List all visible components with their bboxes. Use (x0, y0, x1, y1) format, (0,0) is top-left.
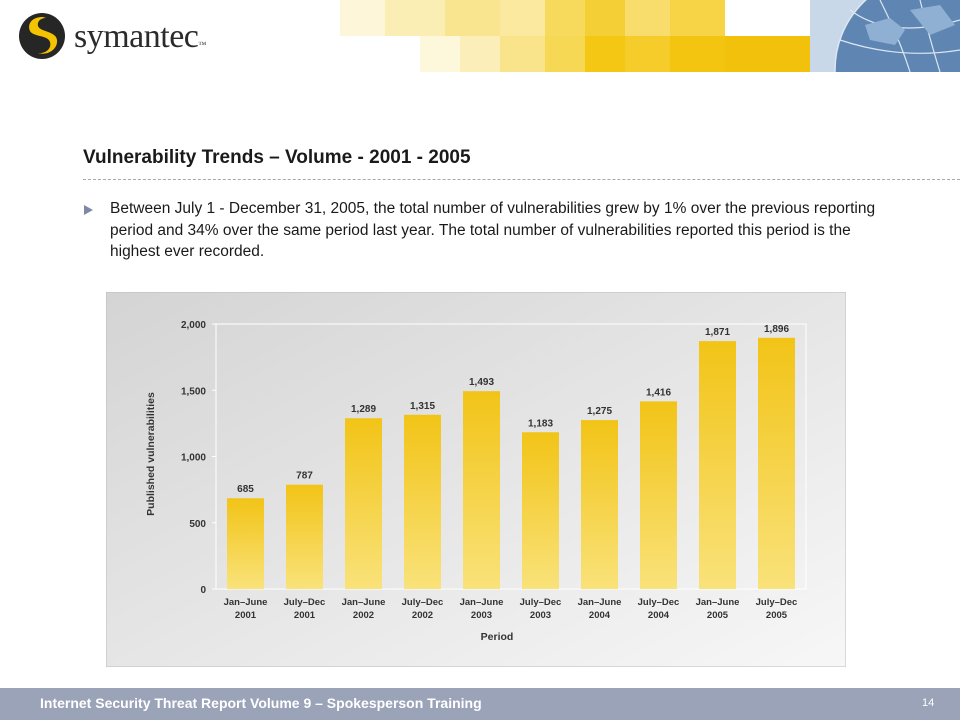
x-tick-label-year: 2005 (707, 610, 729, 621)
y-tick-label: 2,000 (181, 320, 206, 331)
slide-title: Vulnerability Trends – Volume - 2001 - 2… (83, 147, 471, 168)
x-tick-label-year: 2003 (471, 610, 492, 621)
symantec-logo-icon (19, 13, 65, 59)
x-tick-label-year: 2004 (648, 610, 670, 621)
x-tick-label-period: Jan–June (224, 597, 268, 608)
bar-value-label: 1,493 (469, 377, 494, 388)
page-number: 14 (922, 697, 935, 709)
x-tick-label-period: July–Dec (402, 597, 444, 608)
bar-value-label: 1,183 (528, 418, 553, 429)
bar-value-label: 685 (237, 484, 254, 495)
x-tick-label-year: 2002 (412, 610, 433, 621)
bullet-arrow-icon (84, 205, 93, 215)
bar (404, 414, 441, 589)
x-tick-label-period: Jan–June (578, 597, 622, 608)
x-tick-label-period: Jan–June (460, 597, 504, 608)
bar-value-label: 1,896 (764, 324, 789, 335)
x-tick-label-period: July–Dec (756, 597, 798, 608)
x-tick-label-period: July–Dec (638, 597, 680, 608)
y-tick-label: 1,000 (181, 453, 206, 464)
footer-bar: Internet Security Threat Report Volume 9… (0, 688, 960, 720)
bullet-text: Between July 1 - December 31, 2005, the … (110, 200, 876, 260)
bar (699, 341, 736, 589)
bar (463, 391, 500, 589)
bar (581, 420, 618, 589)
vulnerability-bar-chart: 0 500 1,000 1,500 2,000 685 Jan–June 2001 787 Jul… (106, 292, 846, 667)
x-tick-label-period: July–Dec (520, 597, 562, 608)
bar-value-label: 1,275 (587, 406, 612, 417)
x-tick-label-year: 2001 (235, 610, 257, 621)
globe-image (810, 0, 960, 72)
x-tick-label-year: 2003 (530, 610, 551, 621)
bar (227, 498, 264, 589)
x-tick-label-year: 2002 (353, 610, 374, 621)
x-tick-label-year: 2004 (589, 610, 611, 621)
x-tick-label-year: 2005 (766, 610, 788, 621)
decorative-tiles (340, 0, 810, 72)
slide-header: symantec™ (0, 0, 960, 75)
bar-value-label: 787 (296, 471, 313, 482)
x-tick-label-year: 2001 (294, 610, 316, 621)
footer-text: Internet Security Threat Report Volume 9… (40, 695, 482, 711)
x-axis-label: Period (481, 631, 514, 643)
y-axis-label: Published vulnerabilities (145, 392, 157, 516)
bar (345, 418, 382, 589)
symantec-logo: symantec™ (18, 10, 248, 62)
symantec-wordmark: symantec™ (74, 18, 206, 55)
bar-value-label: 1,315 (410, 401, 435, 412)
x-tick-label-period: Jan–June (696, 597, 740, 608)
y-tick-label: 1,500 (181, 386, 206, 397)
bar (522, 432, 559, 589)
y-tick-label: 500 (189, 519, 206, 530)
x-tick-label-period: July–Dec (284, 597, 326, 608)
bar-value-label: 1,416 (646, 387, 671, 398)
x-tick-label-period: Jan–June (342, 597, 386, 608)
bar (640, 401, 677, 589)
bar (758, 337, 795, 589)
y-tick-label: 0 (200, 585, 206, 596)
bar-value-label: 1,871 (705, 327, 730, 338)
title-divider (83, 179, 960, 180)
bar (286, 484, 323, 589)
bar-value-label: 1,289 (351, 404, 376, 415)
